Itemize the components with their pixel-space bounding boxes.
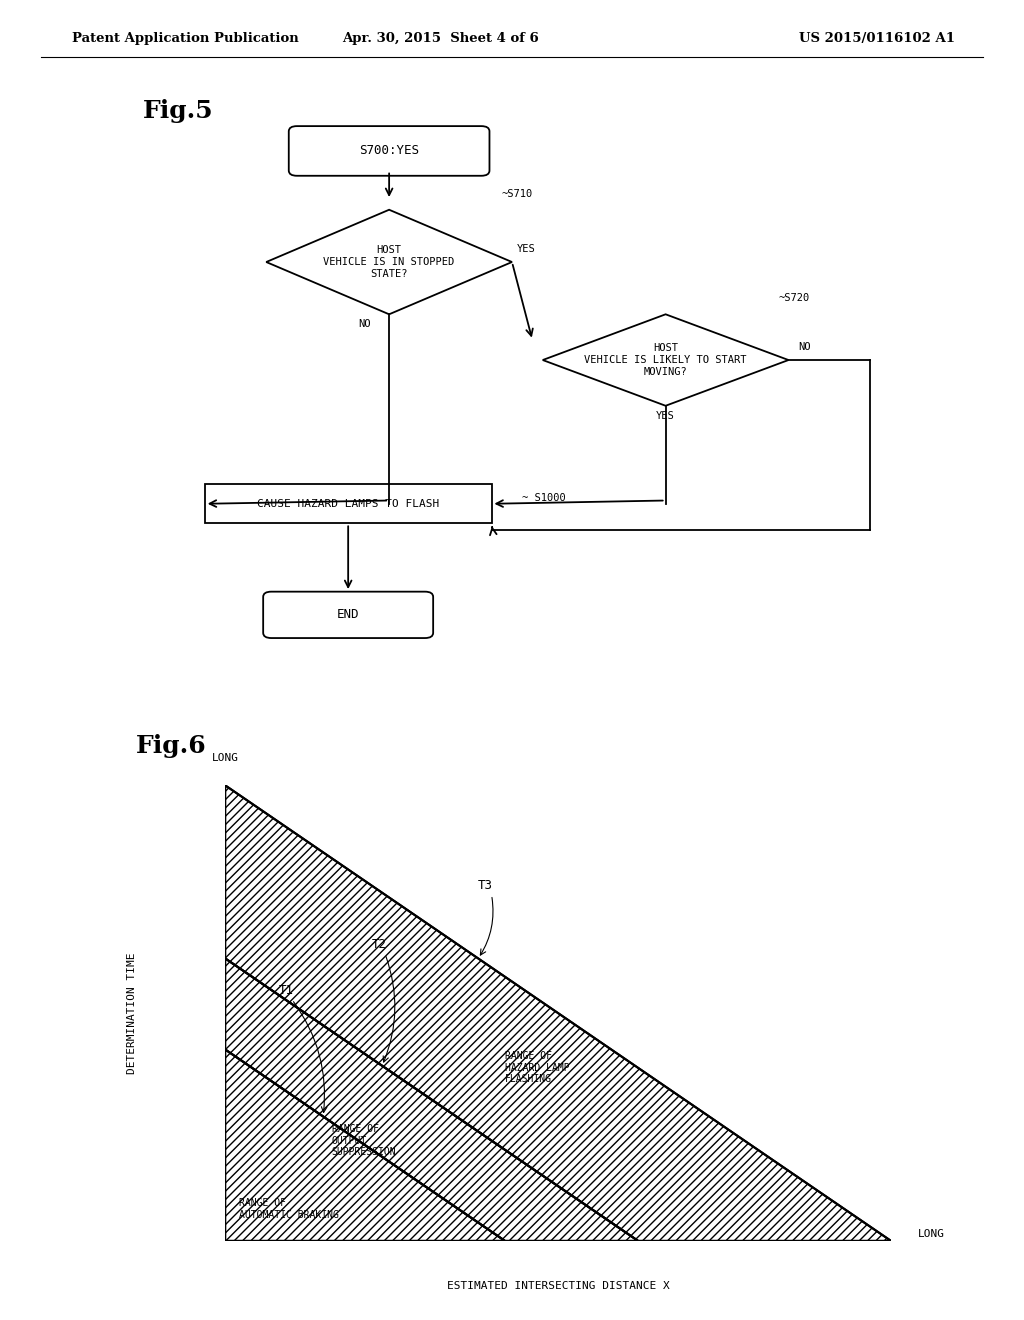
Bar <box>205 484 492 523</box>
Text: NO: NO <box>799 342 811 352</box>
Text: HOST
VEHICLE IS LIKELY TO START
MOVING?: HOST VEHICLE IS LIKELY TO START MOVING? <box>585 343 746 376</box>
Text: ESTIMATED INTERSECTING DISTANCE X: ESTIMATED INTERSECTING DISTANCE X <box>446 1282 670 1291</box>
FancyBboxPatch shape <box>289 127 489 176</box>
Text: Patent Application Publication: Patent Application Publication <box>72 32 298 45</box>
Text: RANGE OF
AUTOMATIC BRAKING: RANGE OF AUTOMATIC BRAKING <box>239 1199 339 1220</box>
Polygon shape <box>266 210 512 314</box>
Text: END: END <box>337 609 359 622</box>
Text: LONG: LONG <box>212 752 239 763</box>
FancyBboxPatch shape <box>263 591 433 638</box>
Text: Apr. 30, 2015  Sheet 4 of 6: Apr. 30, 2015 Sheet 4 of 6 <box>342 32 539 45</box>
Text: ~S710: ~S710 <box>502 189 534 199</box>
Text: CAUSE HAZARD LAMPS TO FLASH: CAUSE HAZARD LAMPS TO FLASH <box>257 499 439 508</box>
Text: Fig.6: Fig.6 <box>136 734 207 758</box>
Text: YES: YES <box>655 411 674 421</box>
Text: Fig.5: Fig.5 <box>143 99 214 123</box>
Text: T2: T2 <box>372 939 387 952</box>
Text: S700:YES: S700:YES <box>359 144 419 157</box>
Text: RANGE OF
OUTPUT
SUPPRESSION: RANGE OF OUTPUT SUPPRESSION <box>332 1125 396 1158</box>
Text: NO: NO <box>358 319 371 330</box>
Text: DETERMINATION TIME: DETERMINATION TIME <box>127 952 137 1074</box>
Text: ~S720: ~S720 <box>778 293 810 304</box>
Text: RANGE OF
HAZARD LAMP
FLASHING: RANGE OF HAZARD LAMP FLASHING <box>505 1051 569 1084</box>
Text: YES: YES <box>517 244 536 255</box>
Polygon shape <box>543 314 788 405</box>
Text: LONG: LONG <box>918 1229 944 1239</box>
Text: HOST
VEHICLE IS IN STOPPED
STATE?: HOST VEHICLE IS IN STOPPED STATE? <box>324 246 455 279</box>
Text: T3: T3 <box>478 879 494 892</box>
Text: ~ S1000: ~ S1000 <box>522 492 566 503</box>
Text: T1: T1 <box>279 983 294 997</box>
Text: US 2015/0116102 A1: US 2015/0116102 A1 <box>799 32 954 45</box>
